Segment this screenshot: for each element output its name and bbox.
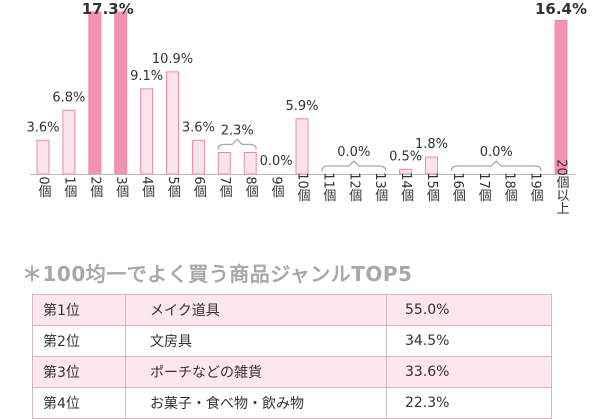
x-tick-label: 10個 bbox=[295, 172, 311, 202]
x-tick-label: 12個 bbox=[346, 172, 362, 202]
x-tick-label: 5個 bbox=[165, 176, 181, 198]
range-bracket bbox=[321, 160, 387, 172]
data-label: 0.5% bbox=[389, 149, 422, 164]
x-tick-label: 13個 bbox=[372, 172, 388, 202]
x-tick-label: 20個以上 bbox=[554, 159, 570, 215]
table-row: 第4位 お菓子・食べ物・飲み物 22.3% bbox=[32, 387, 552, 419]
data-label: 6.8% bbox=[52, 90, 85, 105]
bar bbox=[243, 152, 257, 175]
percent-cell: 33.6% bbox=[386, 356, 552, 388]
percent-cell: 55.0% bbox=[386, 294, 552, 326]
table-row: 第1位 メイク道具 55.0% bbox=[32, 294, 552, 326]
data-label: 0.0% bbox=[260, 154, 293, 169]
bar bbox=[62, 109, 76, 175]
data-label: 3.6% bbox=[26, 120, 59, 135]
x-tick-label: 14個 bbox=[398, 172, 414, 202]
x-tick-label: 2個 bbox=[87, 176, 103, 198]
x-tick-label: 11個 bbox=[320, 172, 336, 202]
x-tick-label: 8個 bbox=[243, 176, 259, 198]
genre-cell: ポーチなどの雑貨 bbox=[125, 356, 387, 388]
genre-cell: メイク道具 bbox=[125, 294, 387, 326]
ranking-title: ＊100均一でよく買う商品ジャンルTOP5 bbox=[22, 262, 413, 286]
rank-cell: 第3位 bbox=[32, 356, 126, 388]
data-label: 9.1% bbox=[130, 69, 163, 84]
genre-cell: 文房具 bbox=[125, 325, 387, 357]
data-label: 1.8% bbox=[415, 137, 448, 152]
x-tick-label: 0個 bbox=[36, 176, 52, 198]
data-label: 0.0% bbox=[480, 145, 513, 160]
table-row: 第3位 ポーチなどの雑貨 33.6% bbox=[32, 356, 552, 388]
x-tick-label: 3個 bbox=[113, 176, 129, 198]
x-tick-label: 18個 bbox=[502, 172, 518, 202]
bar bbox=[554, 19, 568, 175]
bar bbox=[36, 139, 50, 175]
percent-cell: 22.3% bbox=[386, 387, 552, 419]
range-bracket bbox=[450, 160, 542, 172]
bar bbox=[114, 11, 128, 175]
range-bracket bbox=[217, 138, 257, 150]
bar-chart: 3.6% 6.8% 17.3% 9.1% 10.9% 3.6% 2.3% 0.0% 5.9% 0.… bbox=[26, 0, 587, 215]
rank-cell: 第1位 bbox=[32, 294, 126, 326]
x-tick-label: 17個 bbox=[476, 172, 492, 202]
x-tick-label: 15個 bbox=[424, 172, 440, 202]
bar bbox=[295, 118, 309, 175]
rank-cell: 第2位 bbox=[32, 325, 126, 357]
rank-cell: 第4位 bbox=[32, 387, 126, 419]
bar bbox=[217, 152, 231, 175]
data-label: 10.9% bbox=[152, 52, 193, 67]
x-tick-label: 9個 bbox=[269, 176, 285, 198]
x-tick-label: 16個 bbox=[450, 172, 466, 202]
data-label: 0.0% bbox=[337, 145, 370, 160]
bar bbox=[140, 88, 154, 175]
data-label: 5.9% bbox=[285, 99, 318, 114]
x-tick-label: 1個 bbox=[61, 176, 77, 198]
x-tick-label: 19個 bbox=[528, 172, 544, 202]
data-label: 17.3% bbox=[82, 0, 134, 18]
ranking-table: 第1位 メイク道具 55.0% 第2位 文房具 34.5% 第3位 ポーチなどの… bbox=[32, 294, 552, 419]
percent-cell: 34.5% bbox=[386, 325, 552, 357]
table-row: 第2位 文房具 34.5% bbox=[32, 325, 552, 357]
x-tick-label: 4個 bbox=[139, 176, 155, 198]
data-label: 3.6% bbox=[182, 120, 215, 135]
x-tick-label: 6個 bbox=[191, 176, 207, 198]
x-tick-label: 7個 bbox=[217, 176, 233, 198]
genre-cell: お菓子・食べ物・飲み物 bbox=[125, 387, 387, 419]
data-label: 2.3% bbox=[221, 123, 254, 138]
data-label: 16.4% bbox=[535, 0, 587, 18]
bar bbox=[166, 71, 179, 175]
bar bbox=[88, 11, 102, 175]
bar bbox=[191, 139, 205, 175]
